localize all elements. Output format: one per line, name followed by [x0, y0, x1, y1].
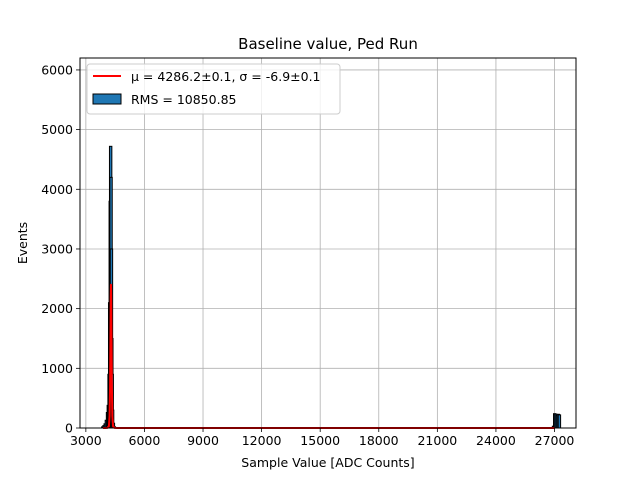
x-tick-label: 12000 [242, 433, 282, 448]
y-tick-label: 4000 [41, 182, 73, 197]
x-tick-label: 15000 [300, 433, 340, 448]
y-tick-label: 6000 [41, 62, 73, 77]
y-axis-label: Events [15, 222, 30, 264]
y-tick-label: 2000 [41, 301, 73, 316]
legend: μ = 4286.2±0.1, σ = -6.9±0.1 RMS = 10850… [86, 63, 341, 115]
y-tick-label: 1000 [41, 361, 73, 376]
x-tick-label: 6000 [129, 433, 161, 448]
x-tick-label: 21000 [417, 433, 457, 448]
x-tick-label: 24000 [476, 433, 516, 448]
y-tick-label: 5000 [41, 122, 73, 137]
x-tick-label: 18000 [359, 433, 399, 448]
x-axis-label: Sample Value [ADC Counts] [241, 455, 414, 470]
y-axis-ticks: 0 1000 2000 3000 4000 5000 6000 [41, 62, 80, 436]
x-tick-label: 9000 [187, 433, 219, 448]
legend-box [86, 63, 341, 115]
plot-frame [79, 57, 577, 429]
legend-fit-label: μ = 4286.2±0.1, σ = -6.9±0.1 [131, 69, 321, 84]
y-tick-label: 3000 [41, 241, 73, 256]
x-axis-ticks: 3000 6000 9000 12000 15000 18000 21000 24000 270… [70, 428, 574, 448]
histogram-bar [557, 414, 562, 429]
legend-rms-label: RMS = 10850.85 [131, 92, 236, 107]
x-tick-label: 3000 [70, 433, 102, 448]
chart-title: Baseline value, Ped Run [238, 35, 418, 53]
legend-rms-swatch [92, 93, 122, 105]
x-tick-label: 27000 [535, 433, 575, 448]
y-tick-label: 0 [65, 421, 73, 436]
